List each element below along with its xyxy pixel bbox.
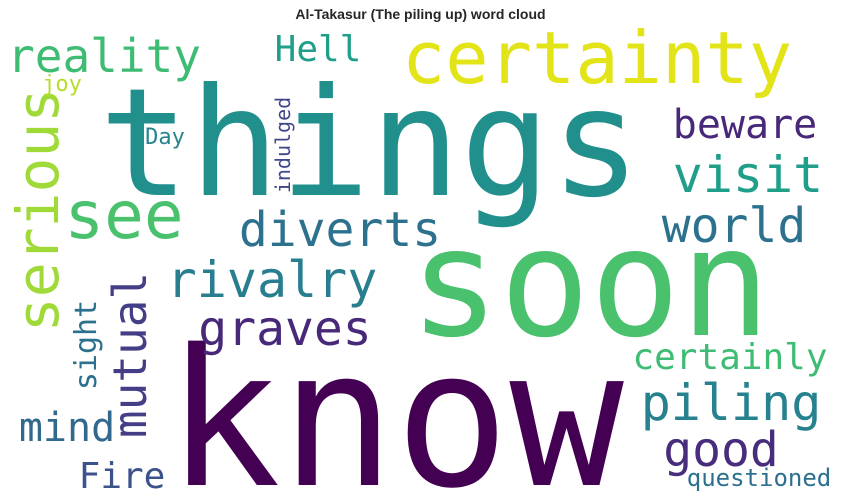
word-questioned: questioned	[687, 464, 832, 492]
word-reality: reality	[7, 29, 201, 83]
word-certainty: certainty	[402, 16, 792, 100]
word-see: see	[64, 177, 183, 254]
word-certainly: certainly	[632, 337, 827, 378]
word-sight: sight	[69, 300, 104, 390]
word-joy: joy	[42, 72, 82, 97]
word-mind: mind	[19, 405, 115, 451]
word-visit: visit	[673, 146, 824, 204]
word-indulged: indulged	[271, 97, 295, 193]
word-world: world	[662, 198, 807, 254]
word-things: things	[99, 57, 641, 231]
word-beware: beware	[673, 102, 818, 148]
word-good: good	[663, 422, 779, 478]
word-fire: Fire	[79, 456, 166, 497]
word-day: Day	[145, 125, 185, 150]
word-piling: piling	[641, 374, 822, 432]
word-hell: Hell	[275, 29, 362, 70]
chart-title: Al-Takasur (The piling up) word cloud	[295, 6, 546, 22]
word-rivalry: rivalry	[167, 251, 378, 309]
word-graves: graves	[198, 301, 371, 357]
word-know: know	[166, 309, 624, 502]
word-diverts: diverts	[239, 202, 441, 258]
word-serious: serious	[4, 88, 72, 332]
word-soon: soon	[409, 197, 770, 371]
word-mutual: mutual	[103, 272, 157, 438]
